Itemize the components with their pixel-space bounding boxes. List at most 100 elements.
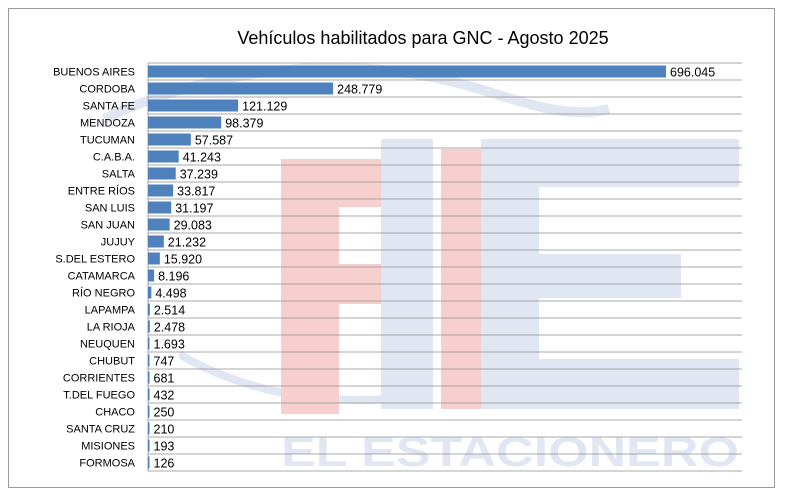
data-label: 98.379 — [225, 117, 263, 131]
category-label: LA RIOJA — [87, 322, 136, 334]
data-label: 21.232 — [168, 236, 206, 250]
category-label: TUCUMAN — [80, 135, 135, 147]
watermark-letter-e-right-top — [481, 139, 739, 187]
bar — [148, 167, 176, 180]
data-label: 1.693 — [154, 338, 185, 352]
data-label: 193 — [154, 440, 175, 454]
category-label: CATAMARCA — [68, 271, 136, 283]
data-label-bg — [335, 81, 392, 96]
chart-svg: EL ESTACIONERO Vehículos habilitados par… — [53, 28, 742, 475]
category-label: MISIONES — [81, 441, 135, 453]
bar — [148, 371, 150, 384]
category-label: FORMOSA — [79, 458, 135, 470]
data-label-bg — [161, 251, 212, 266]
bar — [148, 99, 239, 112]
bar — [148, 422, 150, 435]
data-label-bg — [223, 115, 273, 130]
bar — [148, 65, 666, 78]
bar — [148, 337, 150, 350]
data-label: 37.239 — [180, 168, 218, 182]
data-label-bg — [177, 166, 227, 181]
category-label: CORDOBA — [79, 84, 135, 96]
category-label: CHACO — [95, 407, 135, 419]
data-label-bg — [151, 370, 180, 385]
bar — [148, 184, 174, 197]
bar — [148, 456, 150, 469]
category-label: BUENOS AIRES — [53, 67, 135, 79]
watermark-swoosh-lower — [176, 350, 390, 404]
data-label: 121.129 — [242, 100, 287, 114]
data-label-bg — [151, 438, 180, 453]
data-label-bg — [151, 319, 194, 334]
watermark-logo: EL ESTACIONERO — [101, 62, 739, 475]
data-label: 29.083 — [174, 219, 212, 233]
data-label: 126 — [154, 457, 175, 471]
data-label: 250 — [154, 406, 175, 420]
category-label: SANTA CRUZ — [66, 424, 135, 436]
data-label: 248.779 — [337, 83, 382, 97]
bar — [148, 354, 150, 367]
category-label: SANTA FE — [83, 101, 135, 113]
bar — [148, 116, 222, 129]
data-label: 2.514 — [154, 304, 185, 318]
bar — [148, 286, 152, 299]
chart-frame: EL ESTACIONERO Vehículos habilitados par… — [8, 8, 775, 488]
category-label: SALTA — [102, 169, 136, 181]
data-label: 8.196 — [158, 270, 189, 284]
watermark-letter-e-right-bottom — [481, 359, 739, 409]
data-label: 681 — [154, 372, 175, 386]
category-label: CHUBUT — [89, 356, 135, 368]
data-label: 4.498 — [155, 287, 186, 301]
bar — [148, 252, 160, 265]
category-label: LAPAMPA — [85, 305, 136, 317]
watermark-letter-e-left-blue — [381, 139, 433, 409]
data-label: 2.478 — [154, 321, 185, 335]
bar — [148, 320, 150, 333]
data-label: 747 — [154, 355, 175, 369]
data-label-bg — [180, 149, 230, 164]
data-label-bg — [151, 455, 180, 470]
data-label-bg — [151, 387, 180, 402]
category-label: RÍO NEGRO — [72, 287, 135, 300]
data-label: 57.587 — [195, 134, 233, 148]
data-label: 33.817 — [177, 185, 215, 199]
bar — [148, 269, 155, 282]
data-label-bg — [240, 98, 297, 113]
category-label: C.A.B.A. — [93, 152, 135, 164]
category-label: S.DEL ESTERO — [55, 254, 135, 266]
category-label: SAN LUIS — [85, 203, 135, 215]
data-label-bg — [175, 183, 225, 198]
data-label-bg — [151, 302, 194, 317]
bar — [148, 388, 150, 401]
bar — [148, 235, 164, 248]
chart-title: Vehículos habilitados para GNC - Agosto … — [237, 28, 608, 48]
data-label-bg — [165, 234, 216, 249]
data-label: 696.045 — [670, 66, 715, 80]
category-label: ENTRE RÍOS — [68, 185, 135, 198]
data-label-bg — [151, 404, 180, 419]
data-label-bg — [173, 200, 223, 215]
plot-area: BUENOS AIRES 696.045 CORDOBA 248.779 SANTA F… — [53, 62, 742, 472]
category-label: NEUQUEN — [80, 339, 135, 351]
bar — [148, 201, 172, 214]
data-label-bg — [171, 217, 221, 232]
bar — [148, 82, 334, 95]
data-label-bg — [668, 64, 725, 79]
watermark-text: EL ESTACIONERO — [281, 428, 739, 475]
data-label-bg — [156, 268, 199, 283]
data-label-bg — [153, 285, 196, 300]
watermark-letter-e-right-mid — [481, 254, 681, 298]
bar — [148, 133, 191, 146]
data-label: 432 — [154, 389, 175, 403]
category-label: JUJUY — [101, 237, 136, 249]
bar — [148, 218, 170, 231]
bar — [148, 405, 150, 418]
data-label: 15.920 — [164, 253, 202, 267]
data-label-bg — [192, 132, 243, 147]
bar — [148, 303, 150, 316]
bar — [148, 439, 150, 452]
bar — [148, 150, 179, 163]
data-label-bg — [151, 353, 180, 368]
data-label-bg — [151, 421, 180, 436]
category-label: SAN JUAN — [81, 220, 135, 232]
